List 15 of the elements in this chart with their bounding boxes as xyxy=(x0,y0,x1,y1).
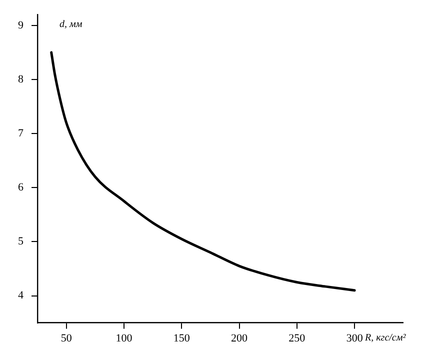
y-axis-title: d, мм xyxy=(60,19,83,30)
y-tick-label: 9 xyxy=(18,19,24,32)
x-tick-label: 50 xyxy=(60,332,72,344)
y-tick-label: 6 xyxy=(18,182,24,194)
line-series xyxy=(50,51,356,292)
y-tick-label: 5 xyxy=(18,236,24,248)
y-tick-label: 8 xyxy=(18,73,24,86)
y-tick-label: 7 xyxy=(18,127,24,140)
y-tick-label: 4 xyxy=(18,290,24,302)
x-tick-label: 250 xyxy=(288,332,306,344)
x-tick-label: 150 xyxy=(173,332,190,344)
x-axis-title: R, кгс/см² xyxy=(364,332,407,344)
x-tick-label: 200 xyxy=(231,332,248,344)
x-tick-label: 100 xyxy=(116,332,133,344)
x-tick-label: 300 xyxy=(346,332,364,344)
